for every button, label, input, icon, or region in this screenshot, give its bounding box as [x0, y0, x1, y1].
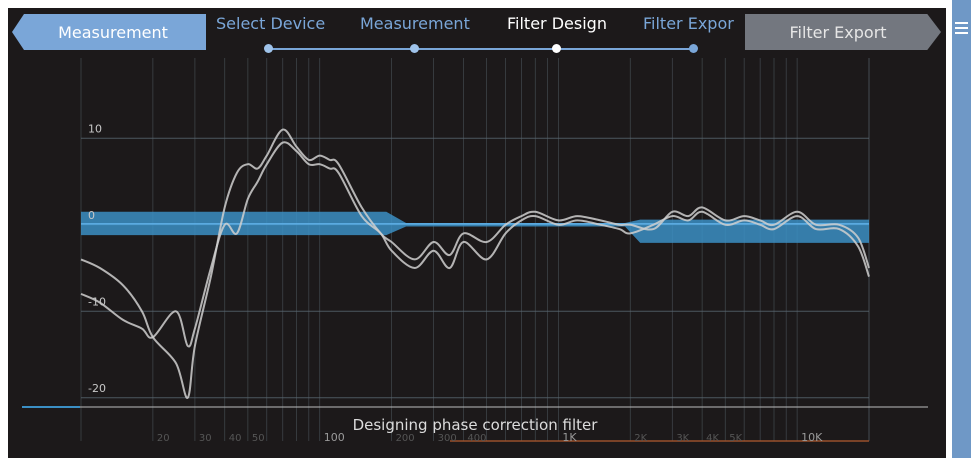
step-dot-measurement — [410, 44, 419, 53]
back-button[interactable]: Measurement — [12, 14, 206, 50]
step-dot-filter-design — [552, 44, 561, 53]
next-button[interactable]: Filter Export — [745, 14, 941, 50]
step-label-measurement[interactable]: Measurement — [360, 14, 470, 33]
side-panel-handle[interactable] — [952, 0, 971, 458]
next-button-label: Filter Export — [789, 22, 887, 42]
step-label-select-device[interactable]: Select Device — [216, 14, 326, 33]
step-label-filter-design[interactable]: Filter Design — [507, 14, 607, 33]
step-dot-select-device — [264, 44, 273, 53]
hamburger-menu-icon[interactable] — [955, 22, 968, 34]
step-dot-filter-export — [689, 44, 698, 53]
step-progress-line — [268, 48, 694, 50]
status-message: Designing phase correction filter — [352, 416, 598, 434]
stage-background — [8, 8, 946, 458]
back-button-label: Measurement — [58, 22, 168, 42]
step-label-filter-export[interactable]: Filter Expor — [643, 14, 734, 33]
